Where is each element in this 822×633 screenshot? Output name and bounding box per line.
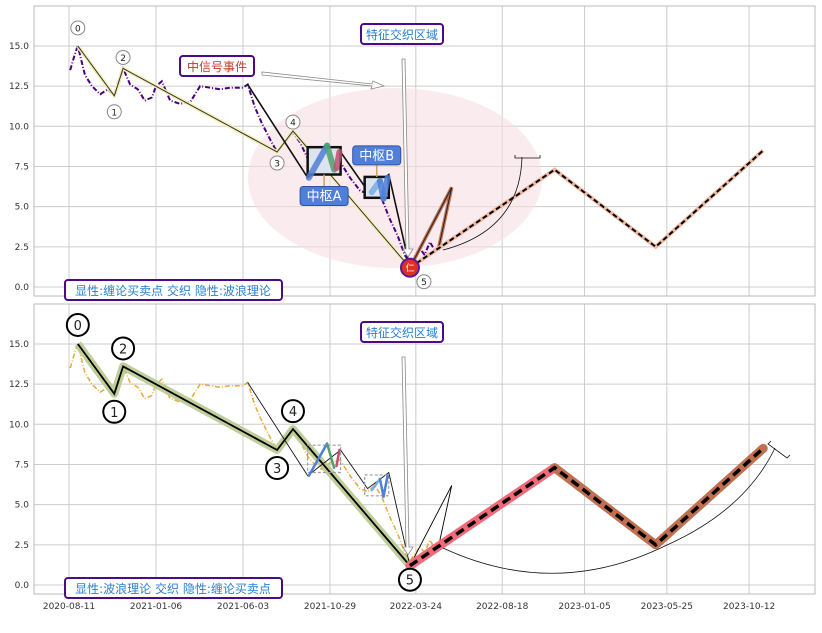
wave-label-circle — [70, 20, 86, 36]
wave-label-circle — [269, 155, 285, 171]
buy-point-marker — [399, 257, 420, 278]
feature-zone-label: 特征交织区域 — [366, 27, 438, 42]
x-tick-label: 2023-01-05 — [558, 602, 610, 612]
y-tick-label: 5.0 — [15, 501, 30, 511]
zhongshu-stroke — [325, 442, 336, 469]
wave-label-circle — [397, 567, 422, 592]
zhongshu-stroke — [335, 448, 341, 468]
arrow-down-icon — [401, 356, 414, 556]
arc-bracket — [514, 155, 541, 159]
subplot-bottom: 0.0 2.5 5.0 7.5 10.0 12.5 15.0 2020-08-11 2021-0… — [9, 303, 816, 612]
x-tick-label: 2021-01-06 — [130, 602, 183, 612]
y-tick-label: 2.5 — [15, 243, 29, 253]
forecast-end-point — [759, 444, 768, 453]
caption-box — [64, 577, 283, 599]
zhongshu-stroke — [382, 474, 389, 498]
wave-label-circle — [265, 456, 290, 481]
caption-text: 显性:缠论买卖点 交织 隐性:波浪理论 — [75, 283, 271, 298]
x-tick-label: 2023-05-25 — [641, 602, 693, 612]
wave-label-circle — [115, 49, 131, 65]
x-tick-label: 2023-10-12 — [723, 602, 775, 612]
bi-line — [247, 382, 411, 566]
arrow-right-icon — [261, 71, 386, 90]
forecast-line — [408, 447, 765, 568]
wave-label: 0 — [75, 24, 81, 34]
bi-line — [247, 84, 411, 268]
zhongshu-stroke — [333, 149, 343, 172]
feature-zone-label: 特征交织区域 — [366, 325, 438, 340]
buy-point-marker-text: 仁 — [405, 262, 414, 274]
y-tick-label: 7.5 — [15, 162, 29, 172]
x-tick-label: 2022-08-18 — [476, 602, 529, 612]
zhongshu-stroke — [370, 477, 382, 492]
signal-event-box — [179, 55, 255, 77]
wave-label: 1 — [110, 406, 118, 421]
y-tick-label: 7.5 — [15, 460, 29, 470]
wave-label-circle — [106, 104, 122, 120]
arrow-down-icon — [401, 58, 414, 258]
wave-label-circle — [285, 114, 301, 130]
zhongshu-label: 中枢A — [307, 190, 342, 205]
post-zigzag-core — [409, 187, 453, 268]
wave-halo — [74, 341, 413, 569]
y-tick-label: 12.5 — [9, 82, 29, 92]
wave-label-circle — [111, 336, 136, 361]
post-zigzag — [409, 485, 453, 566]
wave-label: 0 — [74, 319, 82, 334]
forecast-segment-rest — [550, 443, 768, 550]
y-tick-label: 10.0 — [9, 122, 29, 132]
zhongshu-stroke — [305, 142, 331, 181]
x-tick-label: 2020-08-11 — [43, 602, 95, 612]
y-tick-label: 2.5 — [15, 541, 29, 551]
zhongshu-stroke — [307, 442, 329, 477]
zhongshu-stroke — [324, 142, 338, 173]
wave-label: 2 — [120, 54, 126, 64]
axes-frame — [33, 5, 816, 297]
wave-label-circle — [280, 399, 305, 424]
y-tick-label: 12.5 — [9, 380, 29, 390]
connection-arc — [666, 447, 776, 546]
y-tick-label: 0.0 — [15, 283, 30, 293]
wave-label: 5 — [421, 278, 427, 288]
connection-arc — [442, 156, 523, 251]
wave-label: 3 — [274, 160, 280, 170]
feature-zone-box — [360, 321, 444, 343]
wave-label: 5 — [406, 574, 414, 589]
zhongshu-box — [364, 474, 390, 497]
signal-event-label: 中信号事件 — [187, 59, 247, 74]
y-tick-label: 15.0 — [9, 340, 29, 350]
wave-label: 1 — [111, 108, 117, 118]
y-tick-label: 0.0 — [15, 581, 30, 591]
zhongshu-stroke — [380, 174, 391, 202]
wave-label: 4 — [290, 119, 296, 129]
wave-label: 3 — [273, 462, 281, 477]
wave-label: 2 — [119, 342, 127, 357]
arc-bracket — [767, 440, 791, 459]
wave-line — [77, 343, 411, 567]
wave-label-circle — [416, 274, 432, 290]
subplot-top: 0.0 2.5 5.0 7.5 10.0 12.5 15.0 中枢A 中枢B 0 1 2 3 4 5 特征交织… — [9, 5, 816, 301]
caption-text: 显性:波浪理论 交织 隐性:缠论买卖点 — [75, 581, 271, 596]
feature-zone-ellipse — [248, 88, 542, 268]
connection-arc — [442, 544, 668, 574]
zhongshu-label-box — [299, 186, 349, 207]
zhongshu-label: 中枢B — [359, 149, 394, 164]
caption-box — [64, 279, 283, 301]
x-tick-label: 2022-03-24 — [390, 602, 443, 612]
y-tick-label: 15.0 — [9, 42, 29, 52]
wave-label: 4 — [289, 405, 297, 420]
x-tick-label: 2021-06-03 — [217, 602, 269, 612]
zhongshu-label-box — [352, 145, 402, 166]
x-tick-label: 2021-10-29 — [304, 602, 357, 612]
zhongshu-box — [307, 444, 342, 474]
wave-label-circle — [65, 312, 90, 337]
feature-zone-box — [360, 23, 444, 45]
forecast-halo — [408, 148, 765, 270]
wave-label-circle — [102, 399, 127, 424]
axes-frame — [33, 303, 816, 595]
y-tick-label: 5.0 — [15, 203, 30, 213]
y-tick-label: 10.0 — [9, 420, 29, 430]
